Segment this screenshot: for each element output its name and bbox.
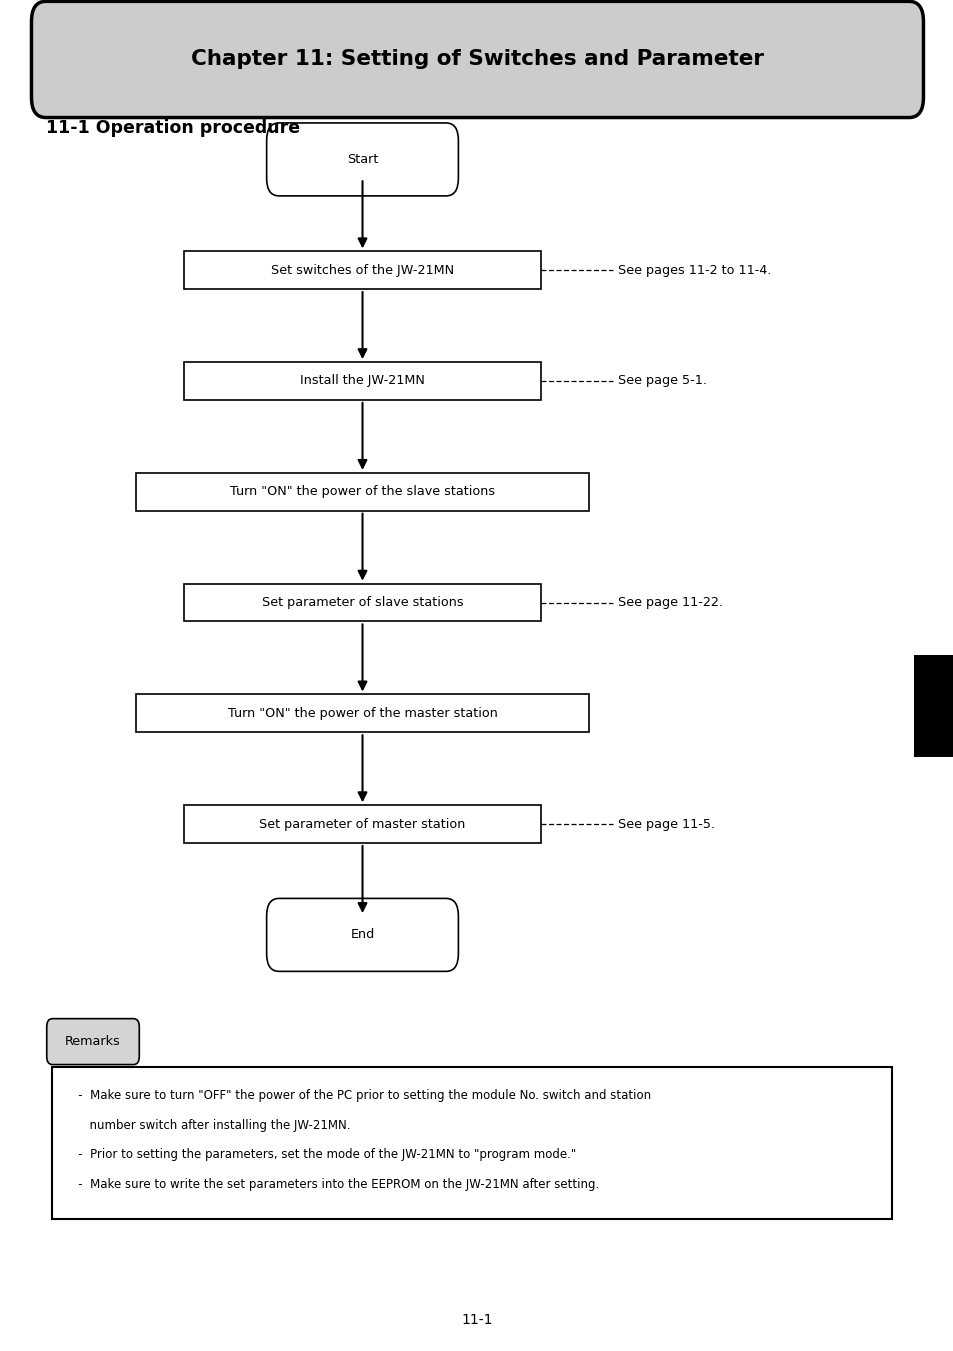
Text: Chapter 11: Setting of Switches and Parameter: Chapter 11: Setting of Switches and Para… <box>191 50 763 69</box>
Text: 11-1 Operation procedure: 11-1 Operation procedure <box>46 119 299 136</box>
FancyBboxPatch shape <box>266 898 457 971</box>
FancyBboxPatch shape <box>183 584 541 621</box>
Text: See page 11-22.: See page 11-22. <box>618 596 722 609</box>
FancyBboxPatch shape <box>52 1067 891 1219</box>
FancyBboxPatch shape <box>266 123 457 196</box>
Text: Set parameter of slave stations: Set parameter of slave stations <box>261 596 463 609</box>
Text: Remarks: Remarks <box>65 1035 121 1048</box>
FancyBboxPatch shape <box>47 1019 139 1065</box>
Text: -  Make sure to write the set parameters into the EEPROM on the JW-21MN after se: - Make sure to write the set parameters … <box>67 1178 598 1192</box>
FancyBboxPatch shape <box>135 694 588 732</box>
Text: -  Make sure to turn "OFF" the power of the PC prior to setting the module No. s: - Make sure to turn "OFF" the power of t… <box>67 1089 650 1102</box>
Text: Turn "ON" the power of the master station: Turn "ON" the power of the master statio… <box>228 707 497 720</box>
Text: See page 11-5.: See page 11-5. <box>618 817 714 831</box>
Text: Turn "ON" the power of the slave stations: Turn "ON" the power of the slave station… <box>230 485 495 499</box>
Text: 11-1: 11-1 <box>460 1313 493 1327</box>
FancyBboxPatch shape <box>913 655 953 757</box>
FancyBboxPatch shape <box>183 251 541 289</box>
FancyBboxPatch shape <box>31 1 923 118</box>
Text: Set switches of the JW-21MN: Set switches of the JW-21MN <box>271 263 454 277</box>
Text: Start: Start <box>347 153 377 166</box>
Text: Install the JW-21MN: Install the JW-21MN <box>300 374 424 388</box>
Text: Set parameter of master station: Set parameter of master station <box>259 817 465 831</box>
FancyBboxPatch shape <box>183 362 541 400</box>
FancyBboxPatch shape <box>183 805 541 843</box>
Text: See page 5-1.: See page 5-1. <box>618 374 706 388</box>
FancyBboxPatch shape <box>135 473 588 511</box>
Text: End: End <box>350 928 375 942</box>
Text: number switch after installing the JW-21MN.: number switch after installing the JW-21… <box>67 1119 350 1132</box>
Text: See pages 11-2 to 11-4.: See pages 11-2 to 11-4. <box>618 263 770 277</box>
Text: -  Prior to setting the parameters, set the mode of the JW-21MN to "program mode: - Prior to setting the parameters, set t… <box>67 1148 576 1162</box>
